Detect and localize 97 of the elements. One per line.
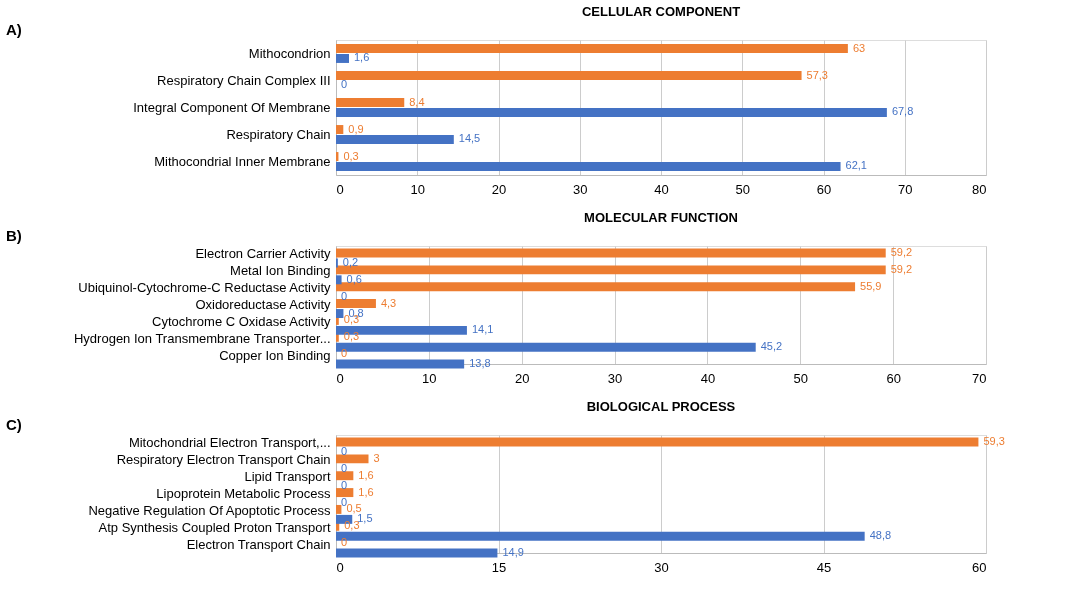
data-label: 8,4	[409, 95, 425, 108]
data-label: 14,1	[471, 323, 494, 336]
y-tick-label: Atp Synthesis Coupled Proton Transport	[98, 519, 331, 535]
bar	[336, 548, 498, 558]
data-label: 0,5	[346, 502, 362, 515]
x-tick-label: 40	[700, 370, 716, 386]
chart-title: MOLECULAR FUNCTION	[584, 210, 738, 225]
data-label: 48,8	[869, 529, 892, 542]
y-tick-label: Electron Carrier Activity	[195, 246, 331, 262]
x-tick-label: 60	[886, 370, 901, 386]
data-label: 67,8	[891, 105, 914, 118]
data-label: 55,9	[860, 279, 882, 292]
y-tick-label: Mithocondrion	[248, 45, 331, 61]
x-tick-label: 40	[654, 181, 669, 197]
x-tick-label: 50	[735, 181, 750, 197]
x-tick-label: 10	[410, 181, 425, 197]
data-label: 13,8	[469, 357, 491, 370]
bar	[336, 309, 344, 318]
data-label: 0	[341, 478, 348, 491]
x-tick-label: 80	[972, 181, 987, 197]
data-label: 1,5	[357, 512, 373, 525]
x-tick-label: 20	[491, 181, 507, 197]
text: A)	[6, 21, 22, 38]
data-label: 0,9	[348, 122, 364, 135]
y-tick-label: Mithocondrial Inner Membrane	[154, 153, 331, 169]
data-label: 0	[341, 495, 348, 508]
x-tick-label: 10	[422, 370, 437, 386]
bar	[336, 71, 802, 80]
y-tick-label: Mitochondrial Electron Transport,...	[128, 435, 331, 451]
bar	[336, 504, 342, 514]
data-label: 59,2	[890, 262, 913, 275]
x-tick-label: 0	[336, 181, 344, 197]
x-tick-label: 60	[972, 559, 987, 575]
data-label: 57,3	[806, 68, 828, 81]
data-label: 0,3	[344, 519, 360, 532]
bar	[336, 471, 354, 481]
x-tick-label: 30	[573, 181, 588, 197]
y-tick-label: Respiratory Electron Transport Chain	[116, 452, 331, 468]
x-tick-label: 0	[336, 370, 344, 386]
bar	[336, 359, 465, 369]
data-label: 62,1	[845, 159, 867, 172]
bar	[336, 135, 454, 144]
data-label: 59,2	[890, 246, 913, 258]
bar	[336, 44, 848, 53]
data-label: 14,9	[502, 546, 524, 559]
bar	[336, 454, 369, 464]
data-label: 14,5	[458, 132, 481, 145]
data-label: 0,3	[343, 149, 359, 162]
bar	[336, 299, 376, 309]
y-tick-label: Metal Ion Binding	[230, 263, 331, 279]
chart-title: CELLULAR COMPONENT	[581, 4, 741, 19]
data-label: 45,2	[760, 340, 783, 353]
data-label: 0	[341, 461, 348, 474]
text: B)	[6, 227, 22, 244]
bar	[336, 108, 887, 117]
x-tick-label: 30	[607, 370, 623, 386]
data-label: 0	[341, 444, 348, 457]
data-label: 0,6	[346, 272, 362, 285]
y-tick-label: Copper Ion Binding	[219, 347, 331, 363]
x-tick-label: 20	[514, 370, 530, 386]
data-label: 1,6	[358, 485, 374, 498]
y-tick-label: Integral Component Of Membrane	[133, 99, 331, 115]
y-tick-label: Respiratory Chain	[226, 126, 331, 142]
x-tick-label: 60	[816, 181, 832, 197]
data-label: 3	[373, 451, 380, 464]
x-tick-label: 50	[793, 370, 809, 386]
y-tick-label: Ubiquinol-Cytochrome-C Reductase Activity	[78, 280, 331, 296]
data-label: 63	[852, 41, 866, 54]
data-label: 0	[341, 78, 348, 91]
data-label: 0,2	[342, 255, 359, 268]
y-tick-label: Respiratory Chain Complex III	[157, 72, 331, 88]
x-tick-label: 70	[972, 370, 987, 386]
text: C)	[6, 416, 22, 433]
x-tick-label: 45	[816, 559, 832, 575]
bar	[336, 488, 354, 498]
data-label: 1,6	[354, 51, 370, 64]
data-label: 1,6	[358, 468, 374, 481]
x-tick-label: 70	[898, 181, 913, 197]
bar	[336, 125, 344, 134]
bar	[336, 162, 841, 171]
data-label: 59,3	[983, 435, 1005, 447]
y-tick-label: Electron Transport Chain	[186, 536, 331, 552]
y-tick-label: Hydrogen Ion Transmembrane Transporter...	[73, 330, 331, 346]
y-tick-label: Lipid Transport	[244, 469, 331, 485]
x-tick-label: 30	[654, 559, 669, 575]
data-label: 0	[341, 289, 348, 302]
chart-title: BIOLOGICAL PROCESS	[586, 399, 736, 414]
data-label: 4,3	[380, 296, 397, 309]
bar	[336, 54, 349, 63]
y-tick-label: Lipoprotein Metabolic Process	[156, 486, 331, 501]
x-tick-label: 0	[336, 559, 344, 575]
y-tick-label: Cytochrome C Oxidase Activity	[152, 313, 331, 329]
bar	[336, 98, 405, 107]
y-tick-label: Oxidoreductase Activity	[195, 297, 331, 312]
x-tick-label: 15	[491, 559, 507, 575]
y-tick-label: Negative Regulation Of Apoptotic Process	[88, 502, 331, 518]
bar	[336, 275, 342, 285]
